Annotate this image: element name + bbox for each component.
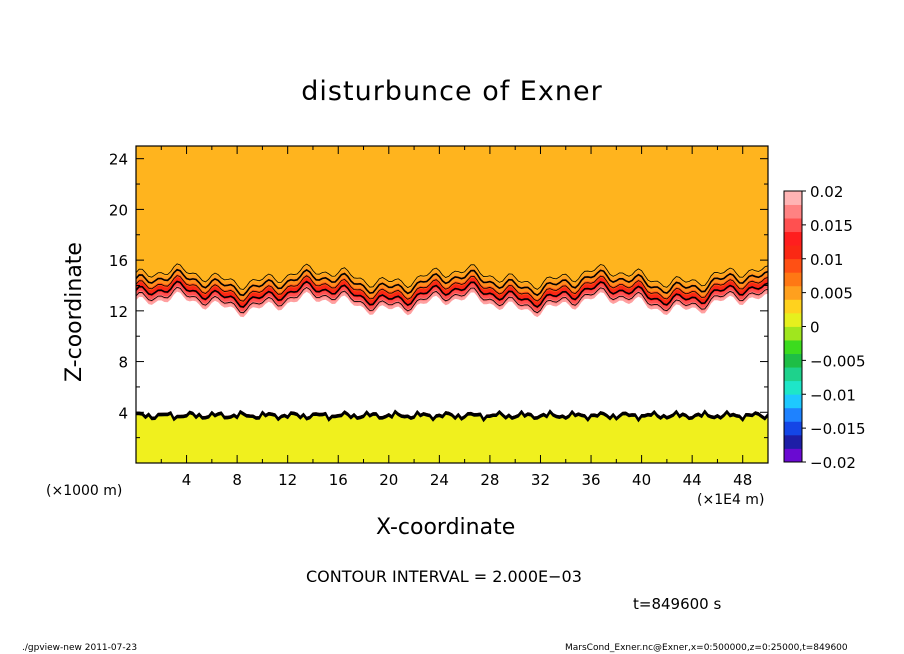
colorbar-segment — [784, 285, 802, 300]
y-tick-label: 12 — [109, 303, 128, 321]
colorbar-tick-label: 0.02 — [810, 183, 843, 201]
x-unit-label: (×1000 m) — [46, 483, 123, 499]
x-tick-label: 44 — [683, 471, 702, 489]
contour-lines — [136, 263, 768, 423]
contour-line-top — [136, 286, 768, 314]
colorbar-tick-label: −0.005 — [810, 352, 866, 370]
contour-line-top — [136, 280, 768, 308]
colorbar-segment — [784, 218, 802, 233]
y-tick-label: 24 — [109, 151, 128, 169]
colorbar-segment — [784, 434, 802, 449]
contour-fill — [136, 146, 768, 463]
contour-band-bottom — [136, 412, 768, 463]
contour-line-top — [136, 275, 768, 302]
colorbar-segment — [784, 353, 802, 368]
colorbar-segment — [784, 326, 802, 341]
x-tick-label: 40 — [632, 471, 651, 489]
colorbar-segment — [784, 448, 802, 463]
colorbar-tick-label: 0.005 — [810, 285, 853, 303]
colorbar-segment — [784, 394, 802, 409]
contour-interval-label: CONTOUR INTERVAL = 2.000E−03 — [306, 567, 582, 586]
contour-line-top — [136, 263, 768, 290]
x-tick-label: 32 — [531, 471, 550, 489]
y-tick-label: 8 — [118, 354, 128, 372]
time-label: t=849600 s — [633, 595, 722, 613]
colorbar-tick-label: −0.015 — [810, 420, 866, 438]
x-axis-label: X-coordinate — [376, 515, 516, 540]
colorbar-tick-label: −0.01 — [810, 386, 856, 404]
colorbar-segment — [784, 272, 802, 287]
y-tick-label: 4 — [118, 404, 128, 422]
colorbar-segment — [784, 245, 802, 260]
x-tick-label: 4 — [182, 471, 192, 489]
colorbar-segment — [784, 340, 802, 354]
x-tick-label: 12 — [278, 471, 297, 489]
colorbar-tick-label: 0 — [810, 319, 820, 337]
x-tick-label: 16 — [329, 471, 348, 489]
x-tick-label: 28 — [480, 471, 499, 489]
colorbar-segment — [784, 407, 802, 422]
colorbar-segment — [784, 191, 802, 205]
footer-source: MarsCond_Exner.nc@Exner,x=0:500000,z=0:2… — [565, 643, 848, 653]
colorbar-segment — [784, 312, 802, 327]
colorbar-segment — [784, 367, 802, 382]
x-axis: 4 8 12 16 20 24 28 32 36 40 44 48 — [160, 146, 752, 489]
x-tick-label: 36 — [581, 471, 600, 489]
footer-program-date: ./gpview-new 2011-07-23 — [22, 643, 138, 653]
colorbar-tick-label: −0.02 — [810, 454, 856, 472]
x-scale-label: (×1E4 m) — [697, 492, 765, 508]
colorbar-segment — [784, 421, 802, 436]
y-tick-label: 20 — [109, 201, 128, 219]
colorbar-segment — [784, 204, 802, 219]
colorbar: 0.02 0.015 0.01 0.005 0 −0.005 −0.01 −0.015 −0.0… — [783, 183, 866, 472]
y-axis-label: Z-coordinate — [62, 242, 87, 382]
colorbar-segment — [784, 380, 802, 395]
colorbar-tick-label: 0.015 — [810, 217, 853, 235]
contour-line-top — [136, 268, 768, 297]
x-tick-label: 24 — [430, 471, 449, 489]
colorbar-segment — [784, 258, 802, 273]
x-tick-label: 8 — [232, 471, 242, 489]
contour-line-bottom — [136, 411, 768, 423]
contour-band-top — [136, 146, 768, 291]
y-tick-label: 16 — [109, 252, 128, 270]
x-tick-label: 48 — [733, 471, 752, 489]
colorbar-segment — [784, 231, 802, 246]
colorbar-segment — [784, 299, 802, 314]
y-axis: 4 8 12 16 20 24 — [109, 151, 768, 439]
plot-frame — [135, 145, 769, 464]
colorbar-tick-label: 0.01 — [810, 251, 843, 269]
chart-title: disturbunce of Exner — [301, 76, 603, 107]
x-tick-label: 20 — [379, 471, 398, 489]
